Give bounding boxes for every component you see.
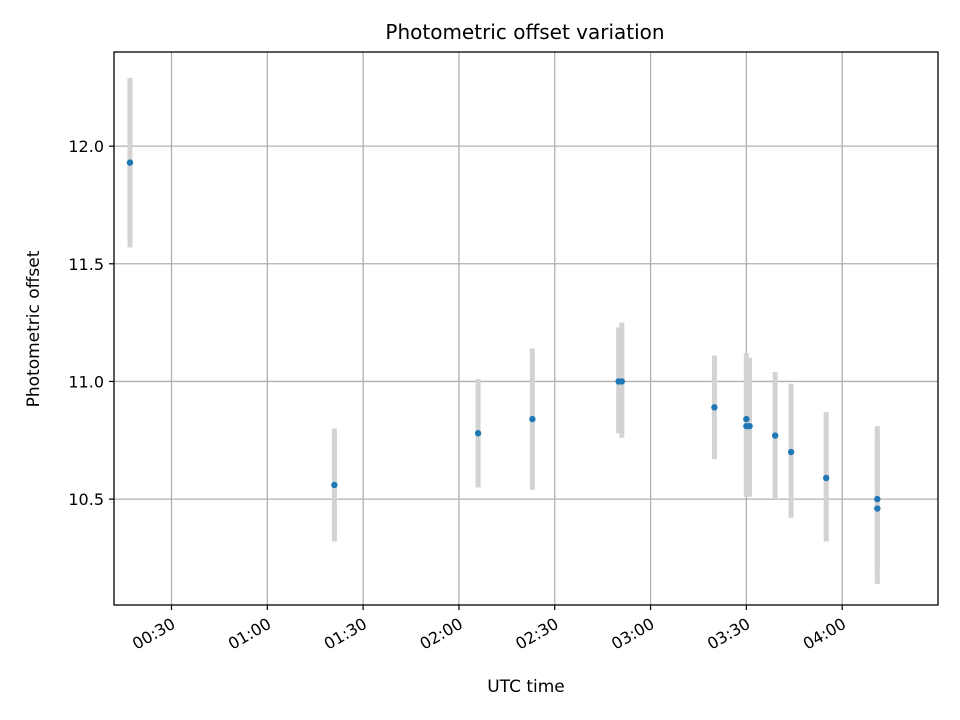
data-point [126,159,134,166]
data-point [787,448,795,456]
x-tick-label: 01:00 [225,614,274,654]
data-point [746,422,753,430]
y-axis-ticks: 10.5 11.0 11.5 12.0 [68,137,114,509]
data-point [711,404,718,411]
data-point [529,415,536,423]
data-points [126,159,881,512]
y-tick-label: 10.5 [68,490,104,509]
x-tick-label: 03:00 [608,614,657,654]
x-tick-label: 01:30 [321,614,370,654]
y-tick-label: 12.0 [68,137,104,156]
grid [114,52,938,605]
data-point [331,481,338,489]
error-bars [127,77,880,584]
x-axis-label: UTC time [487,677,565,697]
x-tick-label: 02:00 [416,614,465,654]
x-tick-label: 04:00 [800,614,849,654]
x-tick-label: 03:30 [704,614,753,654]
data-point [874,505,881,512]
x-tick-label: 02:30 [512,614,561,654]
data-point [874,495,881,503]
x-axis-ticks: 00:30 01:00 01:30 02:00 02:30 03:00 03:30 04:00 [129,605,849,654]
data-point [771,432,779,439]
data-point [474,430,482,437]
chart-title: Photometric offset variation [385,20,664,44]
y-tick-label: 11.5 [68,255,104,274]
x-tick-label: 00:30 [129,614,178,654]
data-point [823,474,830,482]
plot-area-frame [113,51,939,606]
data-point [743,415,750,423]
y-axis-label: Photometric offset [24,250,44,407]
data-point [618,378,626,385]
y-tick-label: 11.0 [68,372,104,391]
